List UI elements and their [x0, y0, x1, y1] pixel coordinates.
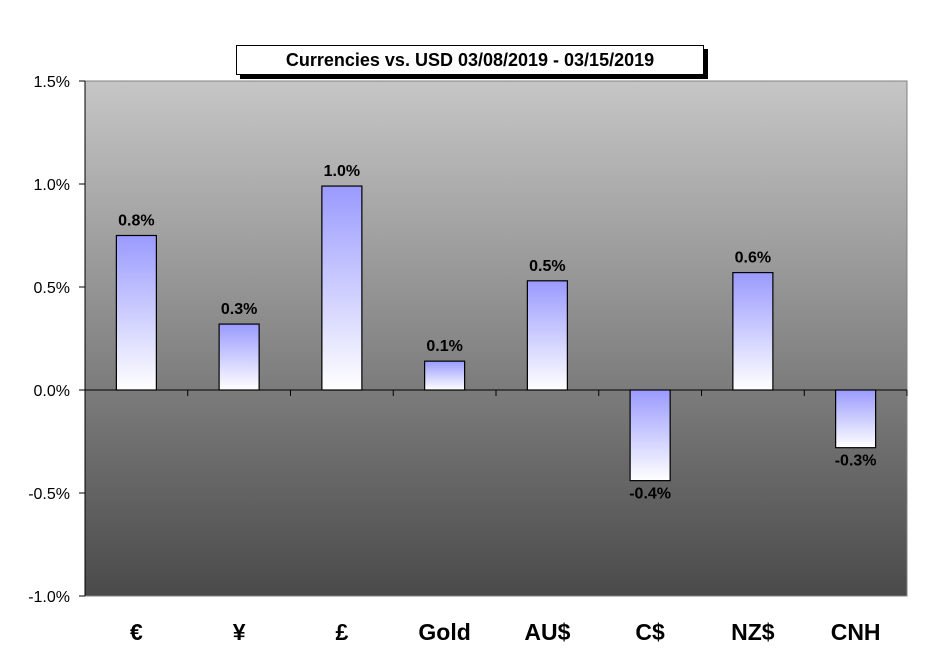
bar [321, 185, 363, 391]
bar [526, 280, 568, 391]
x-tick-label: C$ [635, 619, 665, 645]
data-label: 0.6% [735, 250, 771, 267]
y-tick-label: 0.0% [34, 383, 70, 400]
bar [629, 389, 671, 482]
x-tick-label: AU$ [524, 619, 570, 645]
y-tick-label: 0.5% [34, 280, 70, 297]
chart-title: Currencies vs. USD 03/08/2019 - 03/15/20… [236, 45, 704, 75]
bar [424, 360, 466, 391]
y-tick-label: 1.0% [34, 177, 70, 194]
bar [115, 234, 157, 391]
data-label: 0.1% [426, 338, 462, 355]
bars [115, 185, 877, 482]
bar [218, 323, 260, 391]
x-tick-label: Gold [418, 619, 470, 645]
x-tick-label: NZ$ [731, 619, 775, 645]
plot-area [84, 80, 908, 597]
y-tick-label: 1.5% [34, 74, 70, 91]
x-tick-label: € [130, 619, 143, 645]
data-label: 0.3% [221, 301, 257, 318]
y-tick-label: -0.5% [28, 486, 70, 503]
data-label: 0.5% [529, 258, 565, 275]
y-tick-label: -1.0% [28, 589, 70, 606]
data-label: 1.0% [324, 163, 360, 180]
labels: 0.8% €0.3% ¥1.0% £0.1% Gold 0.5% AU$ -0.4% C$ 0.6… [118, 163, 880, 645]
axes: -1.0% -0.5% 0.0% 0.5% 1.0% 1.5% [28, 74, 908, 606]
bar [732, 271, 774, 391]
data-label: -0.3% [835, 453, 877, 470]
data-label: 0.8% [118, 213, 154, 230]
x-tick-label: £ [335, 619, 348, 645]
x-tick-label: CNH [831, 619, 881, 645]
data-label: -0.4% [629, 486, 671, 503]
bar [835, 389, 877, 449]
x-tick-label: ¥ [233, 619, 246, 645]
